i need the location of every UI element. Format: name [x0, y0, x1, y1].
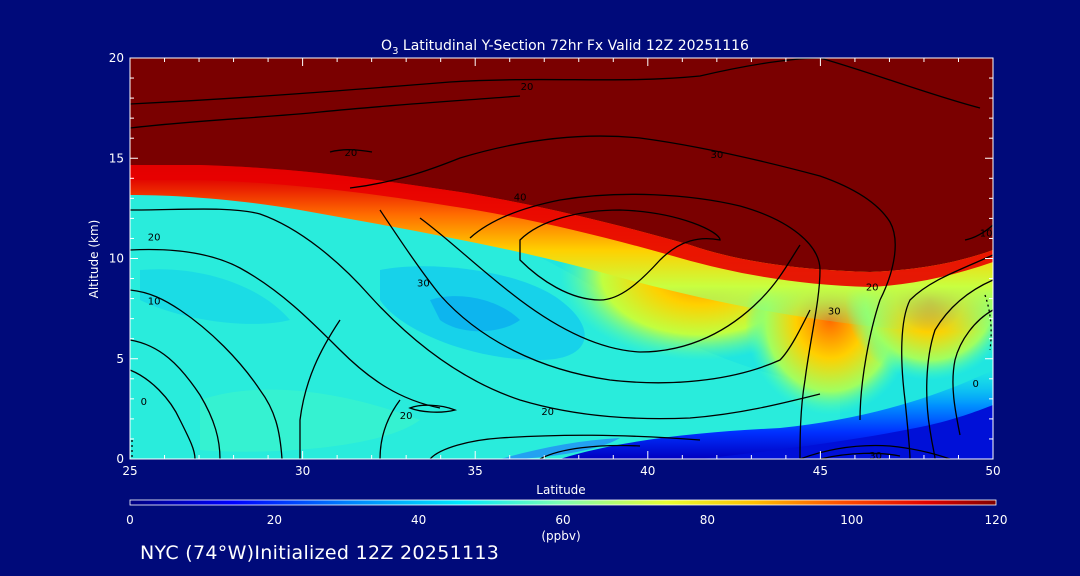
colorbar-tick-label: 60	[555, 513, 570, 527]
x-axis-label: Latitude	[536, 483, 585, 497]
colorbar	[129, 499, 997, 506]
contour-label: 20	[521, 82, 534, 93]
contour-label: 20	[345, 148, 358, 159]
contour-label: 20	[541, 407, 554, 418]
ozone-field: 20 20 30 40 20 30 10 30 20 10 0 0 20 20 30	[130, 58, 993, 462]
contour-label: 10	[148, 297, 161, 308]
x-tick-label: 45	[813, 464, 828, 478]
colorbar-ticks: 0 20 40 60 80 100 120	[126, 513, 1007, 527]
x-tick-label: 40	[640, 464, 655, 478]
colorbar-tick-label: 20	[267, 513, 282, 527]
x-tick-label: 50	[985, 464, 1000, 478]
y-tick-label: 10	[109, 252, 124, 266]
chart-title: O3 Latitudinal Y-Section 72hr Fx Valid 1…	[381, 38, 749, 57]
contour-label: 0	[141, 397, 147, 408]
colorbar-tick-label: 40	[411, 513, 426, 527]
contour-label: 20	[400, 411, 413, 422]
contour-label: 30	[710, 150, 723, 161]
contour-label: 30	[828, 307, 841, 318]
x-tick-label: 30	[295, 464, 310, 478]
x-axis: 25 30 35 40 45 50	[122, 58, 1001, 478]
contour-label: 10	[980, 228, 993, 239]
x-tick-label: 35	[468, 464, 483, 478]
contour-label: 20	[866, 283, 879, 294]
colorbar-tick-label: 80	[700, 513, 715, 527]
colorbar-tick-label: 100	[840, 513, 863, 527]
contour-label: 30	[417, 279, 430, 290]
contour-label: 40	[514, 192, 527, 203]
colorbar-tick-label: 0	[126, 513, 134, 527]
y-tick-label: 5	[116, 352, 124, 366]
y-tick-label: 15	[109, 151, 124, 165]
y-axis: 0 5 10 15 20	[109, 51, 993, 466]
x-tick-label: 25	[122, 464, 137, 478]
run-info-footer: NYC (74°W)Initialized 12Z 20251113	[140, 542, 500, 564]
colorbar-unit: (ppbv)	[541, 529, 580, 543]
colorbar-tick-label: 120	[985, 513, 1008, 527]
contour-label: 0	[973, 379, 979, 390]
contour-label: 20	[148, 232, 161, 243]
contour-label: 30	[869, 451, 882, 462]
contour-labels: 20 20 30 40 20 30 10 30 20 10 0 0 20 20 30	[141, 82, 993, 462]
y-axis-label: Altitude (km)	[87, 220, 101, 299]
y-tick-label: 20	[109, 51, 124, 65]
contour-lines	[130, 58, 993, 459]
y-tick-label: 0	[116, 452, 124, 466]
